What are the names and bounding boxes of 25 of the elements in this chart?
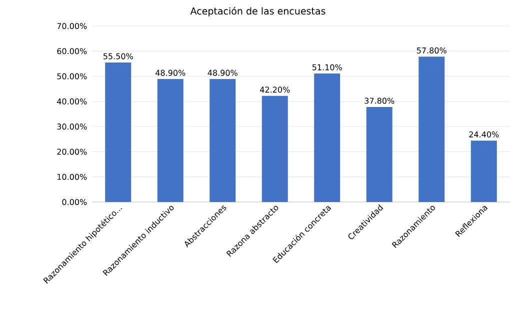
data-label: 37.80%	[364, 98, 394, 104]
data-label: 42.20%	[260, 86, 290, 93]
bar	[157, 79, 184, 202]
y-tick-label: 60.00%	[57, 48, 87, 54]
y-tick-label: 0.00%	[62, 198, 87, 206]
bar	[262, 96, 288, 202]
bar	[418, 56, 445, 202]
y-tick-label: 30.00%	[57, 124, 87, 130]
data-label: 48.90%	[208, 70, 238, 76]
chart-title: Aceptación de las encuestas	[190, 6, 326, 16]
data-label: 57.80%	[416, 47, 446, 54]
y-tick-label: 50.00%	[57, 73, 87, 80]
y-tick-label: 10.00%	[58, 174, 87, 180]
data-label: 48.90%	[156, 70, 186, 76]
y-tick-label: 40.00%	[57, 98, 87, 104]
bar	[210, 79, 236, 202]
y-tick-label: 70.00%	[57, 22, 87, 30]
data-label: 51.10%	[312, 64, 342, 70]
bar	[366, 106, 392, 202]
bar	[105, 62, 132, 202]
y-tick-label: 20.00%	[57, 148, 87, 155]
data-label: 24.40%	[469, 131, 499, 138]
bar	[470, 140, 497, 202]
bar	[314, 74, 340, 202]
data-label: 55.50%	[104, 53, 133, 60]
